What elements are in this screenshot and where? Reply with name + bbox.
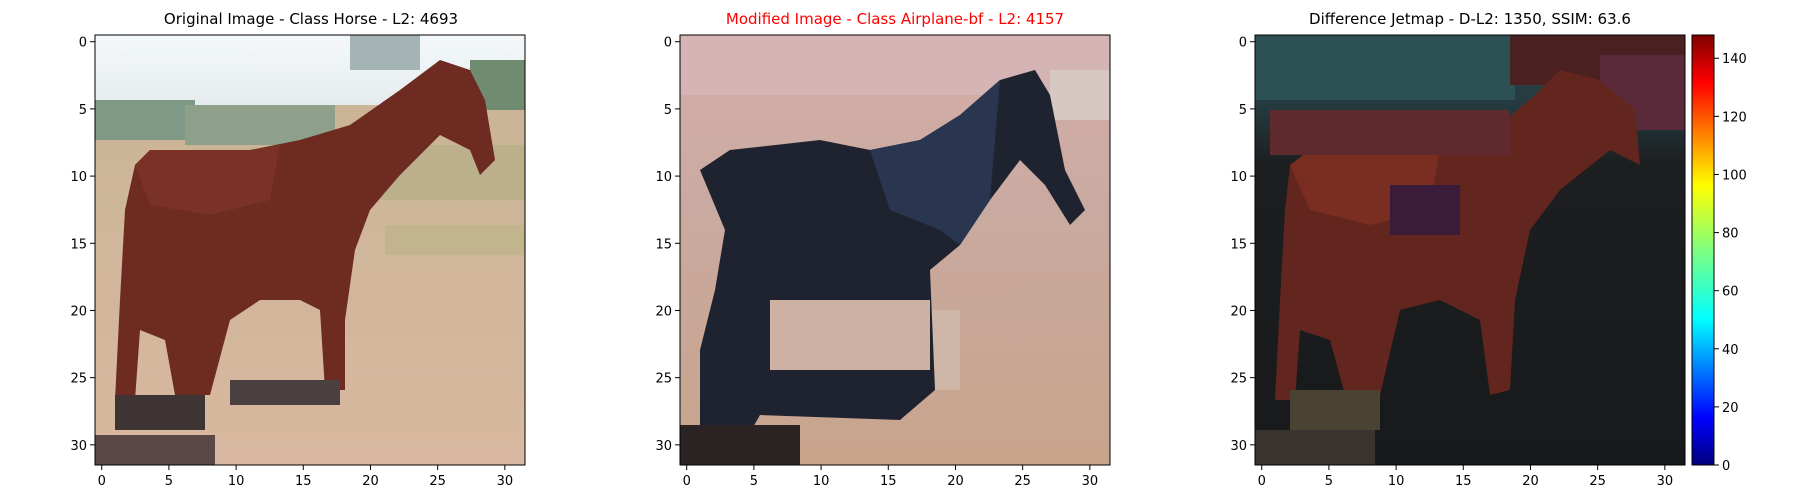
x-tick-label: 20 [947,474,964,489]
panel-difference: Difference Jetmap - D-L2: 1350, SSIM: 63… [1254,10,1715,466]
y-tick-label: 10 [655,170,672,185]
y-tick-label: 0 [1239,36,1247,51]
x-tick-label: 15 [1455,474,1472,489]
y-tick-label: 25 [655,372,672,387]
y-tick-label: 20 [1230,304,1247,319]
colorbar-tick-label: 120 [1722,110,1747,125]
horse-silhouette [115,60,495,400]
x-tick-label: 10 [813,474,830,489]
y-tick-label: 5 [1239,103,1247,118]
x-tick-label: 5 [750,474,758,489]
y-tick-label: 30 [655,439,672,454]
y-tick-label: 30 [70,439,87,454]
y-tick-label: 5 [664,103,672,118]
colorbar-tick-label: 140 [1722,52,1747,67]
panel-title: Modified Image - Class Airplane-bf - L2:… [726,10,1064,28]
panel-original: Original Image - Class Horse - L2: 4693 [94,10,526,466]
colorbar-ticks: 0 20 40 60 80 100 120 140 [1714,52,1747,474]
y-tick-label: 15 [1230,237,1247,252]
x-tick-label: 10 [1388,474,1405,489]
y-tick-label: 15 [70,237,87,252]
panel-title: Difference Jetmap - D-L2: 1350, SSIM: 63… [1309,10,1631,28]
y-tick-label: 25 [1230,372,1247,387]
y-tick-label: 25 [70,372,87,387]
colorbar [1691,34,1715,466]
y-tick-label: 10 [1230,170,1247,185]
x-tick-label: 5 [165,474,173,489]
x-tick-label: 5 [1325,474,1333,489]
x-tick-label: 20 [1522,474,1539,489]
y-tick-label: 20 [655,304,672,319]
colorbar-tick-label: 20 [1722,401,1739,416]
y-tick-label: 0 [79,36,87,51]
y-tick-label: 0 [664,36,672,51]
x-tick-label: 30 [1657,474,1674,489]
panel-modified: Modified Image - Class Airplane-bf - L2:… [679,10,1111,466]
y-tick-label: 10 [70,170,87,185]
modified-image [679,34,1111,466]
x-tick-label: 25 [1014,474,1031,489]
x-tick-label: 20 [362,474,379,489]
colorbar-gradient [1691,34,1715,466]
axis-ticks: 0 5 10 15 20 25 30 0 5 10 15 20 25 30 0 5 10 15 20 25 30 0 5 10… [70,36,1673,489]
y-tick-label: 30 [1230,439,1247,454]
x-tick-label: 30 [497,474,514,489]
x-tick-label: 0 [683,474,691,489]
x-tick-label: 25 [429,474,446,489]
x-tick-label: 0 [98,474,106,489]
y-tick-label: 20 [70,304,87,319]
y-tick-label: 15 [655,237,672,252]
colorbar-tick-label: 80 [1722,227,1739,242]
original-image [94,34,526,466]
x-tick-label: 15 [880,474,897,489]
colorbar-tick-label: 100 [1722,168,1747,183]
x-tick-label: 10 [228,474,245,489]
x-tick-label: 15 [295,474,312,489]
colorbar-tick-label: 0 [1722,459,1730,474]
x-tick-label: 25 [1589,474,1606,489]
colorbar-tick-label: 40 [1722,343,1739,358]
colorbar-tick-label: 60 [1722,285,1739,300]
x-tick-label: 30 [1082,474,1099,489]
difference-image [1254,34,1686,466]
panel-title: Original Image - Class Horse - L2: 4693 [164,10,458,28]
x-tick-label: 0 [1258,474,1266,489]
y-tick-label: 5 [79,103,87,118]
